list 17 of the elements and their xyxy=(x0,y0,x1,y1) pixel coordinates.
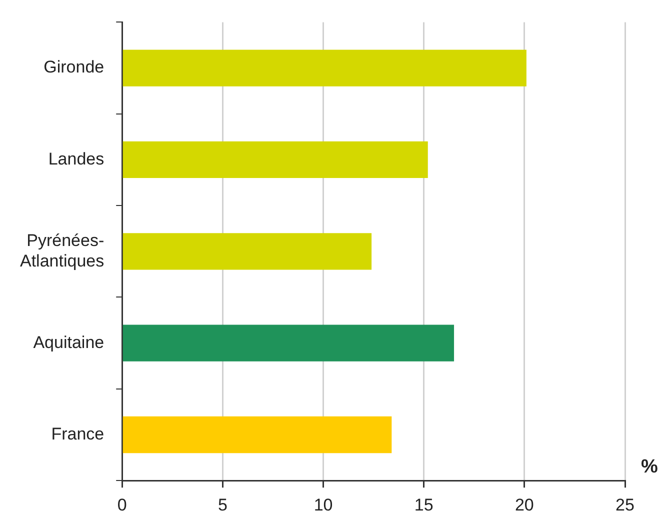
bar xyxy=(122,141,428,178)
bar xyxy=(122,50,526,86)
bar xyxy=(122,416,392,454)
x-tick-label: 5 xyxy=(218,495,228,514)
bar xyxy=(122,233,372,270)
y-tick-label: Pyrénées-Atlantiques xyxy=(20,230,104,270)
x-tick-label: 20 xyxy=(514,495,534,514)
x-axis-title: % xyxy=(641,456,658,478)
y-tick-label: Aquitaine xyxy=(33,332,104,352)
x-tick-label: 15 xyxy=(414,495,434,514)
bar xyxy=(122,324,454,362)
x-tick-label: 25 xyxy=(616,495,634,514)
x-tick-label: 0 xyxy=(117,495,127,514)
x-tick-label: 10 xyxy=(314,495,333,514)
y-tick-label: Landes xyxy=(48,149,104,168)
y-tick-label: France xyxy=(51,424,104,444)
y-tick-label: Gironde xyxy=(44,58,104,77)
